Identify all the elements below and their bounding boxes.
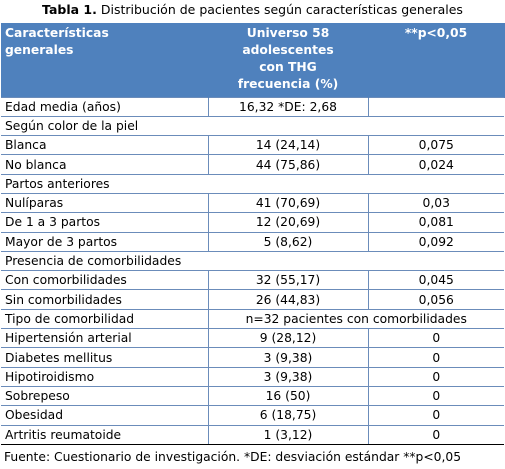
header-p-value: **p<0,05 [368, 23, 505, 97]
row-label: Partos anteriores [1, 173, 208, 194]
row-label: No blanca [1, 154, 209, 175]
table-section-row: Según color de la piel [1, 115, 504, 137]
header-universe: Universo 58 adolescentes con THG frecuencia… [208, 23, 369, 97]
table-section-row: Presencia de comorbilidades [1, 250, 504, 272]
row-frequency: 12 (20,69) [208, 212, 369, 233]
table-row: Hipotiroidismo 3 (9,38) 0 [1, 366, 504, 387]
row-label: Hipertensión arterial [1, 328, 209, 349]
table-header-row: Características generales Universo 58 adol… [1, 23, 505, 97]
table-body: Edad media (años) 16,32 *DE: 2,68 Según co… [1, 96, 504, 445]
row-p-value: 0,03 [368, 192, 504, 214]
row-label: Presencia de comorbilidades [1, 250, 208, 272]
table-row: Nulíparas 41 (70,69) 0,03 [1, 192, 504, 214]
row-p-value: 0 [368, 424, 504, 445]
row-p-value: 0 [368, 385, 504, 407]
row-label: Artritis reumatoide [1, 424, 209, 445]
table-row: Diabetes mellitus 3 (9,38) 0 [1, 347, 504, 368]
row-p-value [368, 96, 504, 117]
row-p-value: 0,092 [368, 231, 504, 252]
table-row: Hipertensión arterial 9 (28,12) 0 [1, 328, 504, 349]
row-label: Tipo de comorbilidad [1, 308, 209, 330]
row-frequency: 14 (24,14) [208, 135, 369, 156]
row-label: Edad media (años) [1, 96, 209, 117]
table-row: Tipo de comorbilidad n=32 pacientes con c… [1, 308, 504, 330]
table-caption: Tabla 1. Distribución de pacientes según… [0, 2, 505, 18]
table-row: Con comorbilidades 32 (55,17) 0,045 [1, 270, 504, 291]
table-caption-text: Distribución de pacientes según caracter… [100, 2, 463, 17]
row-section-filler [208, 115, 504, 137]
row-frequency: 26 (44,83) [208, 289, 369, 310]
row-p-value: 0,056 [368, 289, 504, 310]
row-label: Diabetes mellitus [1, 347, 209, 368]
row-label: De 1 a 3 partos [1, 212, 209, 233]
row-frequency: 32 (55,17) [208, 270, 369, 291]
row-label: Sin comorbilidades [1, 289, 209, 310]
row-p-value: 0 [368, 347, 504, 368]
table-row: De 1 a 3 partos 12 (20,69) 0,081 [1, 212, 504, 233]
row-label: Hipotiroidismo [1, 366, 209, 387]
row-label: Nulíparas [1, 192, 209, 214]
table-caption-label: Tabla 1. [42, 2, 97, 17]
table-row: Mayor de 3 partos 5 (8,62) 0,092 [1, 231, 504, 252]
row-p-value: 0 [368, 328, 504, 349]
table-source-note: Fuente: Cuestionario de investigación. *… [4, 450, 462, 464]
row-frequency: 3 (9,38) [208, 366, 369, 387]
row-section-filler [208, 250, 504, 272]
row-label: Blanca [1, 135, 209, 156]
table-row: No blanca 44 (75,86) 0,024 [1, 154, 504, 175]
row-p-value: 0,075 [368, 135, 504, 156]
row-frequency: 6 (18,75) [208, 405, 369, 426]
row-frequency: 41 (70,69) [208, 192, 369, 214]
row-label: Mayor de 3 partos [1, 231, 209, 252]
row-p-value: 0 [368, 366, 504, 387]
row-frequency: 16 (50) [208, 385, 369, 407]
row-frequency: 3 (9,38) [208, 347, 369, 368]
row-p-value: 0 [368, 405, 504, 426]
row-label: Con comorbilidades [1, 270, 209, 291]
row-frequency: 9 (28,12) [208, 328, 369, 349]
row-p-value: 0,024 [368, 154, 504, 175]
table-row: Artritis reumatoide 1 (3,12) 0 [1, 424, 504, 445]
row-merged-note: n=32 pacientes con comorbilidades [208, 308, 504, 330]
row-p-value: 0,045 [368, 270, 504, 291]
row-frequency: 1 (3,12) [208, 424, 369, 445]
row-label: Obesidad [1, 405, 209, 426]
table-row: Obesidad 6 (18,75) 0 [1, 405, 504, 426]
table-section-row: Partos anteriores [1, 173, 504, 194]
header-characteristics: Características generales [1, 23, 209, 97]
row-p-value: 0,081 [368, 212, 504, 233]
table-row: Edad media (años) 16,32 *DE: 2,68 [1, 96, 504, 117]
row-frequency: 16,32 *DE: 2,68 [208, 96, 369, 117]
row-section-filler [208, 173, 504, 194]
row-frequency: 5 (8,62) [208, 231, 369, 252]
row-label: Sobrepeso [1, 385, 209, 407]
row-frequency: 44 (75,86) [208, 154, 369, 175]
patients-table: Características generales Universo 58 adol… [1, 23, 505, 445]
table-row: Sin comorbilidades 26 (44,83) 0,056 [1, 289, 504, 310]
table-row: Sobrepeso 16 (50) 0 [1, 385, 504, 407]
table-row: Blanca 14 (24,14) 0,075 [1, 135, 504, 156]
row-label: Según color de la piel [1, 115, 208, 137]
